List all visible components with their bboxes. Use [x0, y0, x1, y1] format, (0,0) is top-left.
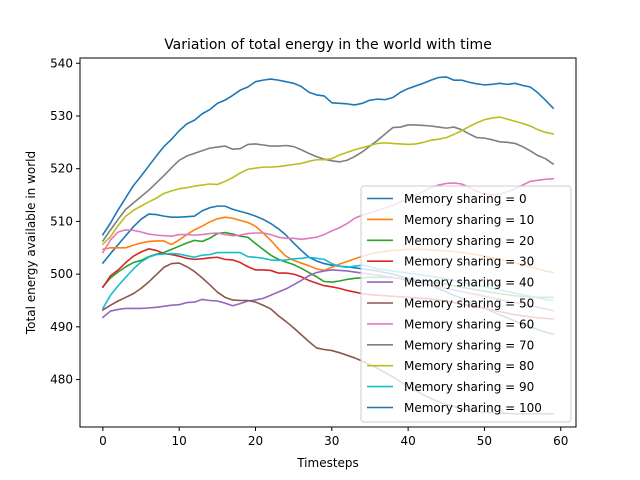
- legend-label: Memory sharing = 10: [404, 213, 534, 227]
- x-tick-label: 60: [553, 434, 568, 448]
- legend-label: Memory sharing = 30: [404, 255, 534, 269]
- series-line-8: [101, 116, 555, 246]
- x-tick-label: 20: [248, 434, 263, 448]
- legend-label: Memory sharing = 90: [404, 380, 534, 394]
- y-tick-label: 480: [50, 373, 73, 387]
- x-axis-title: Timesteps: [296, 456, 359, 470]
- legend-label: Memory sharing = 70: [404, 338, 534, 352]
- y-tick-label: 510: [50, 214, 73, 228]
- legend-label: Memory sharing = 60: [404, 317, 534, 331]
- legend-label: Memory sharing = 80: [404, 359, 534, 373]
- y-tick-label: 490: [50, 320, 73, 334]
- legend-box: [360, 185, 572, 423]
- legend-label: Memory sharing = 20: [404, 234, 534, 248]
- y-tick-label: 540: [50, 56, 73, 70]
- legend-label: Memory sharing = 100: [404, 401, 542, 415]
- x-tick-label: 40: [400, 434, 415, 448]
- legend-label: Memory sharing = 50: [404, 297, 534, 311]
- legend-label: Memory sharing = 0: [404, 192, 527, 206]
- legend: Memory sharing = 0 Memory sharing = 10 Mem…: [360, 185, 572, 423]
- y-tick-label: 520: [50, 162, 73, 176]
- legend-label: Memory sharing = 40: [404, 276, 534, 290]
- y-axis-title: Total energy available in world: [24, 151, 38, 335]
- chart-title: Variation of total energy in the world w…: [164, 37, 492, 53]
- plot-frame: [79, 57, 577, 428]
- x-tick-label: 30: [324, 434, 339, 448]
- x-tick-label: 50: [477, 434, 492, 448]
- y-tick-label: 530: [50, 109, 73, 123]
- y-axis: 480 490 500 510 520 530 540: [50, 56, 80, 387]
- x-tick-label: 10: [172, 434, 187, 448]
- x-axis: 0 10 20 30 40 50 60: [99, 427, 568, 448]
- series-line-10: [101, 76, 555, 236]
- y-tick-label: 500: [50, 267, 73, 281]
- x-tick-label: 0: [99, 434, 107, 448]
